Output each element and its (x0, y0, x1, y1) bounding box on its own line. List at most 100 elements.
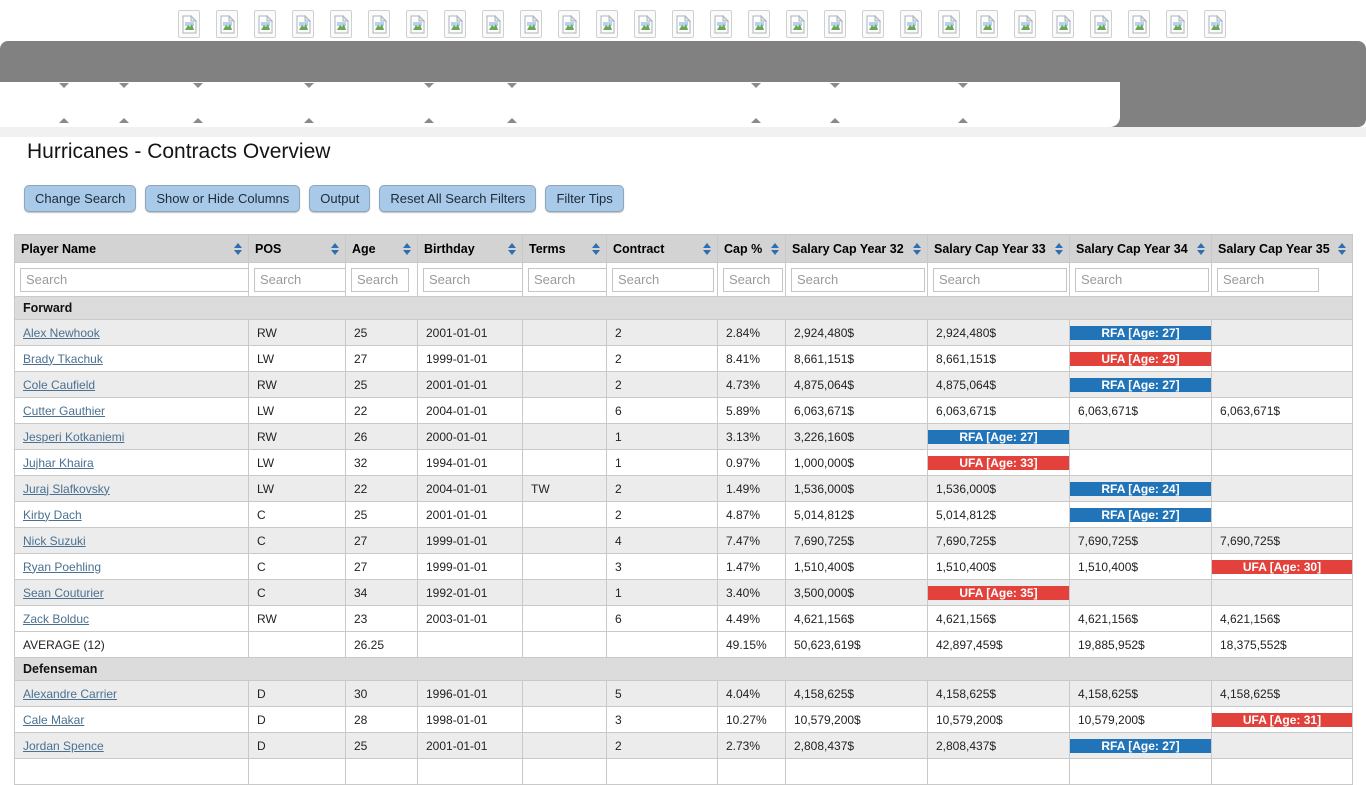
broken-image-icon[interactable] (1204, 10, 1226, 38)
broken-image-icon[interactable] (330, 10, 352, 38)
show-or-hide-columns-button[interactable]: Show or Hide Columns (145, 185, 301, 212)
sort-icon[interactable] (1338, 242, 1346, 255)
column-header-cap-[interactable]: Cap % (717, 234, 786, 263)
search-input-salary-cap-year-34[interactable] (1075, 267, 1209, 292)
broken-image-icon[interactable] (1166, 10, 1188, 38)
broken-image-icon[interactable] (710, 10, 732, 38)
sort-icon[interactable] (1197, 242, 1205, 255)
broken-image-icon[interactable] (1014, 10, 1036, 38)
search-input-terms[interactable] (528, 267, 606, 292)
search-input-contract[interactable] (612, 267, 714, 292)
broken-image-icon[interactable] (672, 10, 694, 38)
salary-cap-cell: 5,014,812$ (927, 501, 1070, 528)
column-header-birthday[interactable]: Birthday (417, 234, 523, 263)
broken-image-icon[interactable] (292, 10, 314, 38)
terms-cell (522, 501, 607, 528)
broken-image-icon[interactable] (558, 10, 580, 38)
cap-percent-cell: 2.84% (717, 319, 786, 346)
column-header-salary-cap-year-34[interactable]: Salary Cap Year 34 (1069, 234, 1212, 263)
broken-image-icon[interactable] (178, 10, 200, 38)
broken-image-icon[interactable] (254, 10, 276, 38)
filter-tips-button[interactable]: Filter Tips (545, 185, 624, 212)
salary-cap-cell (1211, 475, 1353, 502)
player-link[interactable]: Kirby Dach (23, 507, 82, 522)
broken-image-icon[interactable] (1052, 10, 1074, 38)
broken-image-icon[interactable] (520, 10, 542, 38)
sort-icon[interactable] (592, 242, 600, 255)
player-link[interactable]: Jujhar Khaira (23, 455, 94, 470)
contract-cell: 2 (606, 319, 718, 346)
player-link[interactable]: Cutter Gauthier (23, 403, 106, 418)
player-link[interactable]: Brady Tkachuk (23, 351, 103, 366)
column-header-terms[interactable]: Terms (522, 234, 607, 263)
age-cell: 25 (345, 319, 418, 346)
contract-cell: 1 (606, 579, 718, 606)
sort-icon[interactable] (234, 242, 242, 255)
broken-image-icon[interactable] (824, 10, 846, 38)
player-link[interactable]: Sean Couturier (23, 585, 104, 600)
search-input-age[interactable] (351, 267, 409, 292)
column-header-salary-cap-year-35[interactable]: Salary Cap Year 35 (1211, 234, 1353, 263)
broken-image-icon[interactable] (482, 10, 504, 38)
column-header-age[interactable]: Age (345, 234, 418, 263)
broken-image-icon[interactable] (1090, 10, 1112, 38)
player-link[interactable]: Alex Newhook (23, 325, 100, 340)
player-link[interactable]: Jordan Spence (23, 738, 104, 753)
search-input-birthday[interactable] (423, 267, 522, 292)
sort-icon[interactable] (913, 242, 921, 255)
player-link[interactable]: Nick Suzuki (23, 533, 86, 548)
player-name-cell: Nick Suzuki (14, 527, 249, 554)
broken-image-icon[interactable] (786, 10, 808, 38)
reset-all-search-filters-button[interactable]: Reset All Search Filters (379, 185, 537, 212)
ufa-status-badge: UFA [Age: 30] (1212, 559, 1352, 574)
search-input-cap-[interactable] (723, 267, 783, 292)
salary-cap-cell: 1,510,400$ (927, 553, 1070, 580)
player-link[interactable]: Ryan Poehling (23, 559, 102, 574)
player-link[interactable]: Jesperi Kotkaniemi (23, 429, 125, 444)
broken-image-icon[interactable] (596, 10, 618, 38)
broken-image-icon[interactable] (406, 10, 428, 38)
player-row: Jordan Spence D 25 2001-01-01 2 2.73% 2,808,43… (14, 732, 1353, 759)
broken-image-icon[interactable] (900, 10, 922, 38)
broken-image-icon[interactable] (444, 10, 466, 38)
column-header-contract[interactable]: Contract (606, 234, 718, 263)
column-header-salary-cap-year-32[interactable]: Salary Cap Year 32 (785, 234, 928, 263)
sort-icon[interactable] (1055, 242, 1063, 255)
ufa-status-badge: UFA [Age: 33] (928, 455, 1069, 470)
search-input-salary-cap-year-35[interactable] (1217, 267, 1319, 292)
column-header-pos[interactable]: POS (248, 234, 346, 263)
change-search-button[interactable]: Change Search (24, 185, 137, 212)
salary-cap-cell: 4,158,625$ (1211, 680, 1353, 707)
broken-image-icon[interactable] (976, 10, 998, 38)
broken-image-icon[interactable] (1128, 10, 1150, 38)
broken-image-icon[interactable] (748, 10, 770, 38)
player-link[interactable]: Cole Caufield (23, 377, 96, 392)
player-link[interactable]: Cale Makar (23, 712, 85, 727)
player-link[interactable]: Juraj Slafkovsky (23, 481, 110, 496)
broken-image-icon[interactable] (216, 10, 238, 38)
broken-image-icon[interactable] (634, 10, 656, 38)
broken-image-icon[interactable] (862, 10, 884, 38)
salary-cap-cell (1211, 319, 1353, 346)
search-input-salary-cap-year-33[interactable] (933, 267, 1067, 292)
column-header-salary-cap-year-33[interactable]: Salary Cap Year 33 (927, 234, 1070, 263)
cap-percent-cell: 1.49% (717, 475, 786, 502)
search-input-salary-cap-year-32[interactable] (791, 267, 925, 292)
output-button[interactable]: Output (309, 185, 371, 212)
search-input-pos[interactable] (254, 267, 345, 292)
sort-icon[interactable] (703, 242, 711, 255)
sort-icon[interactable] (331, 242, 339, 255)
sort-icon[interactable] (771, 242, 779, 255)
sort-icon[interactable] (403, 242, 411, 255)
player-link[interactable]: Zack Bolduc (23, 611, 90, 626)
player-link[interactable]: Alexandre Carrier (23, 686, 118, 701)
sort-icon[interactable] (508, 242, 516, 255)
column-header-player-name[interactable]: Player Name (14, 234, 249, 263)
salary-cap-cell: 6,063,671$ (927, 397, 1070, 424)
birthday-cell: 2001-01-01 (417, 371, 523, 398)
column-header-label: Age (352, 241, 376, 256)
search-input-player-name[interactable] (20, 267, 248, 292)
broken-image-icon[interactable] (938, 10, 960, 38)
broken-image-icon[interactable] (368, 10, 390, 38)
table-header-row: Player Name POS Age Birthday Terms Contract Ca… (14, 234, 1353, 263)
